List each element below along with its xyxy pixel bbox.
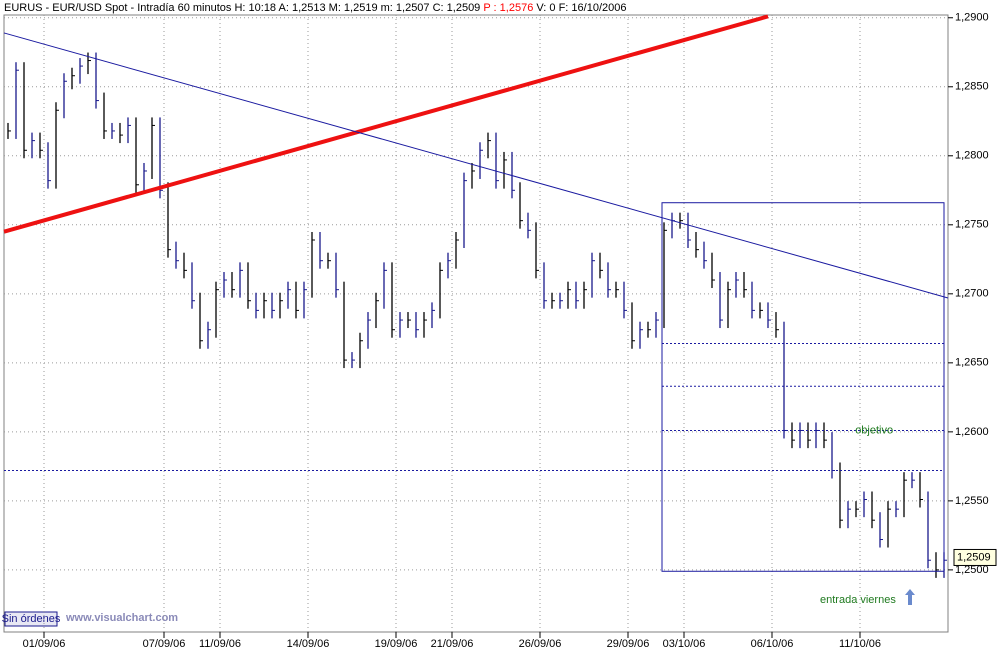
last-price-box bbox=[953, 548, 997, 566]
y-tick-label: 1,2700 bbox=[955, 288, 989, 300]
x-tick-label: 07/09/06 bbox=[143, 638, 186, 650]
header: EURUS - EUR/USD Spot - Intradía 60 minut… bbox=[4, 2, 626, 14]
y-tick-label: 1,2900 bbox=[955, 12, 989, 24]
trendline bbox=[3, 14, 769, 234]
y-tick-label: 1,2600 bbox=[955, 426, 989, 438]
entry-arrow bbox=[905, 589, 915, 605]
x-tick-label: 03/10/06 bbox=[663, 638, 706, 650]
y-tick-label: 1,2850 bbox=[955, 81, 989, 93]
watermark: www.visualchart.com bbox=[65, 612, 178, 624]
plot-area bbox=[3, 14, 949, 633]
x-tick-label: 26/09/06 bbox=[519, 638, 562, 650]
annotation: objetivo bbox=[855, 424, 893, 436]
y-tick-label: 1,2650 bbox=[955, 357, 989, 369]
y-tick-label: 1,2500 bbox=[955, 564, 989, 576]
header-part: EURUS - EUR/USD Spot - Intradía 60 minut… bbox=[4, 2, 483, 14]
x-tick-label: 21/09/06 bbox=[431, 638, 474, 650]
y-tick-label: 1,2750 bbox=[955, 219, 989, 231]
target-box bbox=[661, 202, 945, 572]
last-price-label: 1,2509 bbox=[957, 551, 991, 563]
x-tick-label: 11/10/06 bbox=[839, 638, 881, 650]
header-part: P : 1,2576 bbox=[483, 2, 533, 14]
annotation: entrada viernes bbox=[820, 594, 896, 606]
x-tick-label: 11/09/06 bbox=[199, 638, 241, 650]
x-tick-label: 19/09/06 bbox=[375, 638, 418, 650]
x-tick-label: 14/09/06 bbox=[287, 638, 330, 650]
header-bar bbox=[0, 0, 1000, 15]
header-part: V: 0 F: 16/10/2006 bbox=[533, 2, 626, 14]
y-tick-label: 1,2800 bbox=[955, 150, 989, 162]
x-tick-label: 29/09/06 bbox=[607, 638, 650, 650]
y-tick-label: 1,2550 bbox=[955, 495, 989, 507]
x-tick-label: 01/09/06 bbox=[23, 638, 66, 650]
x-tick-label: 06/10/06 bbox=[751, 638, 794, 650]
status: Sin órdenes bbox=[2, 613, 61, 625]
trendline bbox=[3, 32, 949, 299]
